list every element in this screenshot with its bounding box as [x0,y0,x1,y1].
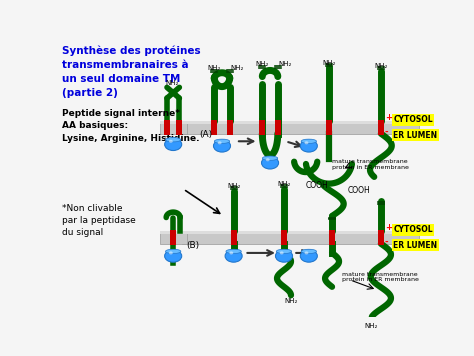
Ellipse shape [164,250,182,262]
Bar [160,121,187,134]
Text: COOH: COOH [306,181,328,190]
Ellipse shape [275,250,292,262]
Text: -: - [385,238,388,247]
Text: Peptide signal interne*: Peptide signal interne* [63,109,180,118]
Text: mature transmembrane
protein in ER membrane: mature transmembrane protein in ER membr… [332,159,409,170]
Ellipse shape [165,137,181,142]
Text: Synthèse des protéines
transmembranaires à
un seul domaine TM
(partie 2): Synthèse des protéines transmembranaires… [63,46,201,98]
Ellipse shape [263,156,278,160]
Text: NH₂: NH₂ [227,183,240,189]
Text: AA basiques:
Lysine, Arginine, Histidine.: AA basiques: Lysine, Arginine, Histidine… [63,121,200,143]
Text: NH₂: NH₂ [374,63,388,69]
Ellipse shape [304,251,309,255]
Bar [281,230,287,245]
Bar [378,120,384,135]
Text: NH₂: NH₂ [208,65,221,71]
Bar [326,120,332,135]
Ellipse shape [276,249,292,253]
Bar [211,120,218,135]
Bar [182,231,419,244]
Text: NH₂: NH₂ [279,61,292,67]
Bar [164,120,170,135]
Bar [230,230,237,245]
Ellipse shape [225,250,242,262]
Ellipse shape [169,140,173,143]
Bar [378,230,384,245]
Ellipse shape [300,140,317,152]
Text: CYTOSOL: CYTOSOL [393,225,433,234]
Text: NH₂: NH₂ [231,65,244,71]
Text: *Non clivable
par la peptidase
du signal: *Non clivable par la peptidase du signal [63,204,136,237]
Text: NH₂: NH₂ [284,298,298,304]
Text: +: + [385,113,392,122]
Ellipse shape [169,251,173,255]
Text: CYTOSOL: CYTOSOL [393,115,433,124]
Ellipse shape [229,251,233,255]
Bar [259,120,265,135]
Bar [182,121,419,124]
Text: -: - [385,128,388,137]
Text: NH₂: NH₂ [322,60,336,66]
Text: COOH: COOH [348,186,371,195]
Bar [182,231,419,235]
Bar [160,231,187,244]
Text: NH₂: NH₂ [364,323,377,329]
Bar [227,120,233,135]
Bar [160,121,187,124]
Ellipse shape [301,139,317,143]
Ellipse shape [226,249,241,253]
Bar [275,120,281,135]
Ellipse shape [304,141,309,145]
Ellipse shape [213,140,230,152]
Bar [182,121,419,134]
Ellipse shape [218,141,222,145]
Ellipse shape [266,158,270,161]
Ellipse shape [301,249,317,253]
Text: NH₂: NH₂ [165,80,178,86]
Ellipse shape [262,157,279,169]
Text: ER LUMEN: ER LUMEN [393,131,438,140]
Ellipse shape [164,138,182,151]
Text: NH₂: NH₂ [255,61,269,67]
Text: NH₂: NH₂ [277,180,291,187]
Bar [176,120,182,135]
Text: (B): (B) [186,241,200,250]
Ellipse shape [280,251,283,255]
Bar [170,230,176,245]
Ellipse shape [300,250,317,262]
Text: ER LUMEN: ER LUMEN [393,241,438,250]
Text: (A): (A) [199,130,212,140]
Ellipse shape [165,249,181,253]
Text: +: + [385,223,392,232]
Text: mature transmembrane
protein in ER membrane: mature transmembrane protein in ER membr… [342,272,419,282]
Ellipse shape [214,139,230,143]
Bar [329,230,335,245]
Bar [160,231,187,235]
